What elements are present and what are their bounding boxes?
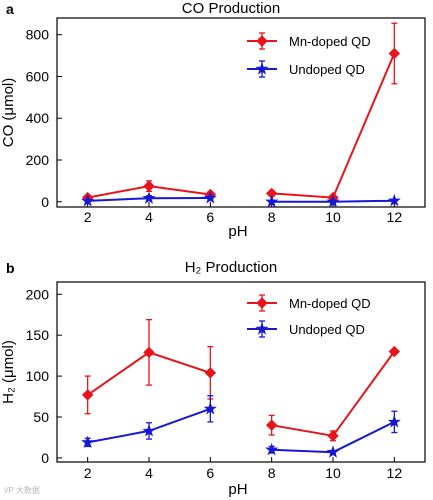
panel-b-label: b xyxy=(6,260,15,276)
panel-a-y-axis-label: CO (μmol) xyxy=(0,78,17,147)
panel-b-undoped-series xyxy=(81,395,401,458)
panel-a-undoped-point xyxy=(326,194,340,208)
panel-b-mn-doped-point xyxy=(327,430,339,442)
panel-a-legend-undoped-label: Undoped QD xyxy=(289,62,365,77)
panel-b-mn-doped-series xyxy=(81,318,401,442)
panel-b-x-tick-label: 4 xyxy=(145,465,153,481)
panel-b-undoped-point xyxy=(81,435,95,448)
panel-b-x-tick-label: 10 xyxy=(325,465,341,481)
panel-a-x-tick-label: 12 xyxy=(387,209,403,225)
panel-a-x-tick-label: 10 xyxy=(325,209,341,225)
panel-a-undoped-point xyxy=(265,194,279,208)
panel-b-title: H₂ Production xyxy=(185,259,278,276)
panel-a-undoped-point xyxy=(203,191,217,204)
panel-b-x-tick-label: 2 xyxy=(84,465,92,481)
panel-a-y-tick-label: 800 xyxy=(26,27,50,43)
panel-b-legend: Mn-doped QD Undoped QD xyxy=(247,294,371,338)
panel-a-x-tick-label: 4 xyxy=(145,209,153,225)
panel-b-mn-doped-point xyxy=(143,346,155,359)
panel-a-legend-undoped-marker xyxy=(255,62,269,75)
panel-b-undoped-point xyxy=(203,401,217,415)
panel-a-undoped-point xyxy=(387,193,401,207)
panel-b-y-tick-label: 0 xyxy=(41,450,49,466)
panel-b-mn-doped-point xyxy=(204,367,217,379)
panel-a-y-tick-label: 400 xyxy=(26,110,50,126)
panel-b-x-tick-label: 8 xyxy=(268,465,276,481)
panel-b-legend-mn-doped-marker xyxy=(256,297,268,309)
panel-a-title: CO Production xyxy=(182,0,280,17)
panel-a-y-tick-label: 0 xyxy=(41,194,49,210)
panel-a-chart: a CO Production 2 4 6 8 10 12 0 200 400 600 800 pH CO … xyxy=(0,0,426,240)
panel-b-legend-undoped-label: Undoped QD xyxy=(289,322,365,337)
panel-a-y-tick-label: 200 xyxy=(26,152,50,168)
panel-a-x-axis-label: pH xyxy=(228,223,247,240)
panel-b-mn-doped-point xyxy=(81,389,94,401)
panel-a-y-tick-label: 600 xyxy=(26,68,50,84)
panel-a-legend: Mn-doped QD Undoped QD xyxy=(247,32,371,78)
panel-b-undoped-point xyxy=(265,442,279,456)
panel-a-legend-mn-doped-marker xyxy=(256,35,268,47)
panel-a-undoped-series xyxy=(81,191,401,208)
panel-b-undoped-point xyxy=(387,414,401,428)
panel-b-mn-doped-line xyxy=(271,350,396,437)
panel-b-y-tick-label: 100 xyxy=(26,368,50,384)
panel-b-y-axis-label: H₂ (μmol) xyxy=(0,340,17,404)
panel-b-undoped-point xyxy=(326,445,340,458)
panel-a-mn-doped-point xyxy=(388,47,401,60)
panel-b-plot-frame xyxy=(56,281,426,463)
panel-b-legend-mn-doped-label: Mn-doped QD xyxy=(289,296,371,311)
panel-b-undoped-point xyxy=(142,423,156,437)
panel-b-mn-doped-point xyxy=(388,345,401,358)
panel-a-undoped-point xyxy=(81,193,95,207)
panel-a-label: a xyxy=(6,1,14,17)
panel-a-x-tick-label: 8 xyxy=(268,209,276,225)
panel-a-x-tick-label: 6 xyxy=(206,209,214,225)
panel-b-mn-doped-point xyxy=(265,419,278,431)
panel-b-x-axis-label: pH xyxy=(228,481,247,498)
watermark: I/P 大数据 xyxy=(4,486,40,495)
panel-b-y-tick-label: 150 xyxy=(26,327,50,343)
panel-a-legend-mn-doped-label: Mn-doped QD xyxy=(289,34,371,49)
panel-b-y-tick-label: 50 xyxy=(33,409,49,425)
panel-b-x-tick-label: 12 xyxy=(387,465,403,481)
panel-b-y-tick-label: 200 xyxy=(26,286,50,302)
panel-b-legend-undoped-marker xyxy=(255,322,269,335)
panel-a-mn-doped-point xyxy=(143,180,155,192)
panel-a-mn-doped-series xyxy=(81,22,401,204)
panel-b-chart: b H₂ Production 2 4 6 8 10 12 0 50 100 150 200 pH H₂ (… xyxy=(0,259,426,498)
panel-b-x-tick-label: 6 xyxy=(206,465,214,481)
panel-a-undoped-point xyxy=(142,191,156,204)
panel-a-plot-frame xyxy=(56,17,426,208)
panel-a-x-tick-label: 2 xyxy=(84,209,92,225)
